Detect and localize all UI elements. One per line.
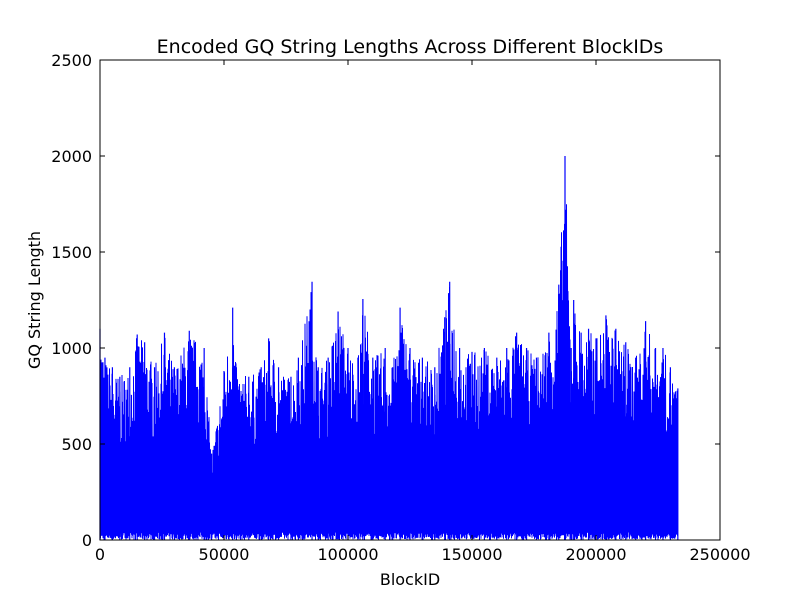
y-axis: 0 500 1000 1500 2000 2500 — [51, 51, 720, 550]
x-axis-label: BlockID — [380, 570, 440, 589]
y-tick-label: 2000 — [51, 147, 92, 166]
y-tick-label: 1500 — [51, 243, 92, 262]
x-tick-label: 150000 — [441, 545, 502, 564]
series-line — [99, 204, 678, 541]
x-tick-label: 100000 — [317, 545, 378, 564]
y-tick-label: 1000 — [51, 339, 92, 358]
x-tick-label: 250000 — [689, 545, 750, 564]
y-tick-label: 0 — [82, 531, 92, 550]
x-tick-label: 200000 — [565, 545, 626, 564]
chart-title: Encoded GQ String Lengths Across Differe… — [157, 36, 664, 58]
plot-frame — [99, 59, 721, 541]
x-axis: 0 50000 100000 150000 200000 250000 — [95, 60, 751, 564]
y-axis-label: GQ String Length — [25, 231, 44, 369]
y-tick-label: 500 — [61, 435, 92, 454]
y-tick-label: 2500 — [51, 51, 92, 70]
x-tick-label: 50000 — [199, 545, 250, 564]
data-layer — [99, 156, 679, 541]
x-tick-label: 0 — [95, 545, 105, 564]
